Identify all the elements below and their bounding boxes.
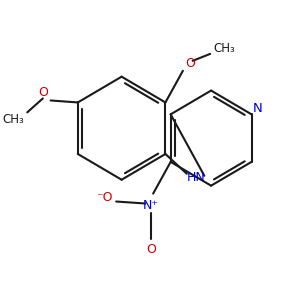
Text: CH₃: CH₃ <box>3 113 25 126</box>
Text: O: O <box>146 243 156 256</box>
Text: CH₃: CH₃ <box>213 42 235 56</box>
Text: O: O <box>185 57 195 70</box>
Text: HN: HN <box>187 171 206 184</box>
Text: ⁻O: ⁻O <box>96 191 113 204</box>
Text: N: N <box>253 102 262 115</box>
Text: N⁺: N⁺ <box>143 199 159 212</box>
Text: O: O <box>38 86 48 99</box>
